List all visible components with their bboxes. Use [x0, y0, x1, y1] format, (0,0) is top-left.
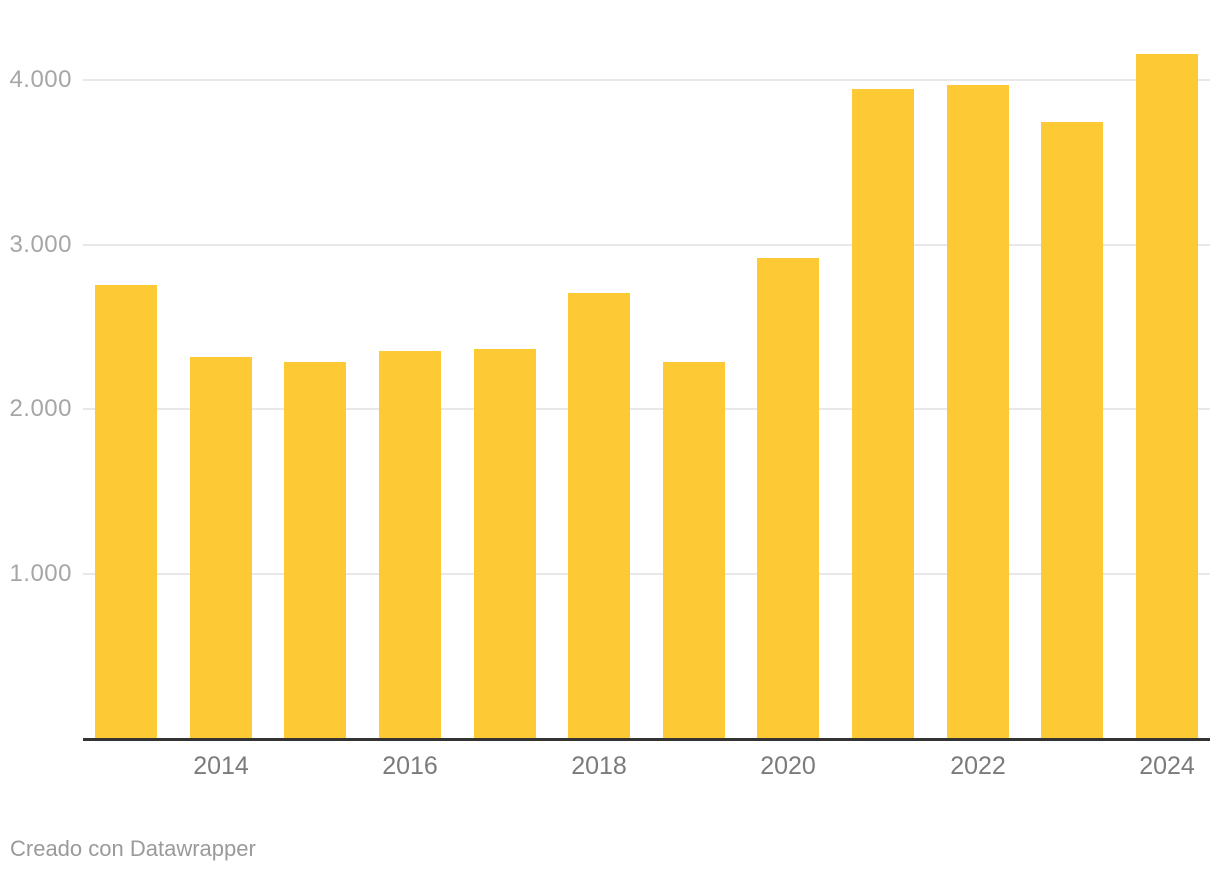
attribution-text: Creado con Datawrapper [10, 836, 256, 861]
bar-2015 [284, 362, 346, 738]
y-tick-label-3000: 3.000 [9, 231, 72, 258]
x-axis-line [83, 738, 1210, 741]
gridline-3000 [83, 244, 1210, 246]
y-tick-label-4000: 4.000 [9, 66, 72, 93]
bar-2017 [474, 349, 536, 738]
bar-2016 [379, 351, 441, 738]
x-tick-label-2014: 2014 [193, 752, 249, 780]
x-tick-label-2018: 2018 [571, 752, 627, 780]
gridline-1000 [83, 573, 1210, 575]
bar-2022 [947, 85, 1009, 738]
bar-2024 [1136, 54, 1198, 738]
bar-2013 [95, 285, 157, 738]
gridline-4000 [83, 79, 1210, 81]
x-tick-label-2016: 2016 [382, 752, 438, 780]
gridline-2000 [83, 408, 1210, 410]
x-tick-label-2024: 2024 [1139, 752, 1195, 780]
x-tick-label-2020: 2020 [760, 752, 816, 780]
bar-2014 [190, 357, 252, 738]
y-tick-label-2000: 2.000 [9, 395, 72, 422]
bar-2019 [663, 362, 725, 738]
bar-2018 [568, 293, 630, 738]
bar-2020 [757, 258, 819, 738]
bar-2023 [1041, 122, 1103, 738]
y-tick-label-1000: 1.000 [9, 560, 72, 587]
bar-2021 [852, 89, 914, 738]
x-tick-label-2022: 2022 [950, 752, 1006, 780]
